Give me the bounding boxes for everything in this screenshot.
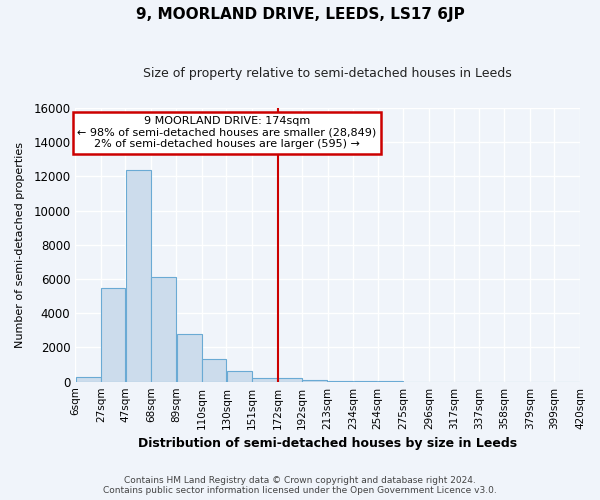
Bar <box>302 380 328 382</box>
Bar <box>202 360 226 382</box>
Bar <box>227 372 252 382</box>
Text: Contains HM Land Registry data © Crown copyright and database right 2024.
Contai: Contains HM Land Registry data © Crown c… <box>103 476 497 495</box>
Bar <box>253 378 277 382</box>
Y-axis label: Number of semi-detached properties: Number of semi-detached properties <box>15 142 25 348</box>
Bar <box>278 378 302 382</box>
Bar <box>353 381 377 382</box>
Bar <box>151 278 176 382</box>
Text: 9 MOORLAND DRIVE: 174sqm
← 98% of semi-detached houses are smaller (28,849)
2% o: 9 MOORLAND DRIVE: 174sqm ← 98% of semi-d… <box>77 116 376 150</box>
Title: Size of property relative to semi-detached houses in Leeds: Size of property relative to semi-detach… <box>143 68 512 80</box>
Bar <box>177 334 202 382</box>
Text: 9, MOORLAND DRIVE, LEEDS, LS17 6JP: 9, MOORLAND DRIVE, LEEDS, LS17 6JP <box>136 8 464 22</box>
Bar <box>328 381 353 382</box>
Bar <box>101 288 125 382</box>
Bar <box>125 170 151 382</box>
Bar <box>76 376 101 382</box>
X-axis label: Distribution of semi-detached houses by size in Leeds: Distribution of semi-detached houses by … <box>138 437 517 450</box>
